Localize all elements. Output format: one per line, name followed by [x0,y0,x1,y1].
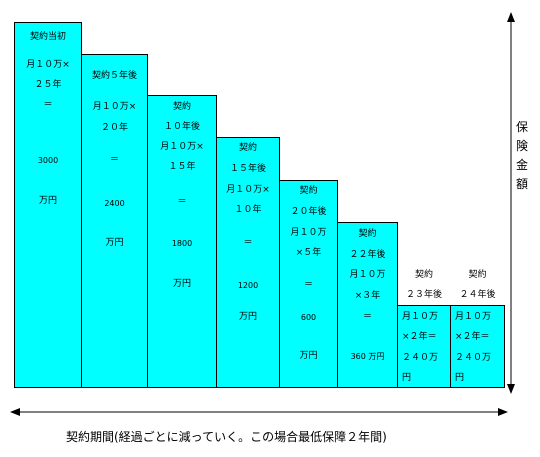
bar-20-years-unit: 万円 [299,351,318,361]
bar-5-years-formula-2: ２０年 [100,123,128,133]
bar-20-years-label-1: 契約 [299,186,318,196]
bar-20-years-formula-1: 月１０万 [290,228,327,238]
bar-15-years-label-2: １５年後 [229,164,266,174]
bar-23-years-formula-2: ×２年＝ [402,332,437,342]
bar-20-years [279,180,338,388]
bar-23-years [397,305,451,388]
bar-10-years-formula-2: １５年 [168,162,196,172]
bar-5-years-amount: 2400 [104,199,125,208]
bar-23-years-label-2: ２３年後 [405,290,442,300]
bar-23-years-amount: ２４０万 [402,353,439,363]
bar-20-years-amount: 600 [300,313,317,322]
bar-initial [14,22,82,388]
bar-22-years-formula-2: ×３年 [354,291,381,301]
bar-initial-formula-2: ２５年 [34,80,62,90]
bar-20-years-formula-2: ×５年 [295,248,322,258]
bar-5-years-unit: 万円 [105,238,124,248]
bar-15-years-label-1: 契約 [238,143,257,153]
vertical-axis-label: 保険金額 [515,120,528,191]
bar-20-years-equals: ＝ [303,280,313,290]
bar-initial-amount: 3000 [37,156,59,165]
bar-24-years [450,305,505,388]
bar-24-years-formula-1: 月１０万 [455,312,492,322]
bar-24-years-formula-2: ×２年＝ [455,332,490,342]
bar-10-years-label-2: １０年後 [163,122,200,132]
bar-15-years-unit: 万円 [238,312,257,322]
bar-23-years-label-1: 契約 [414,270,433,280]
bar-initial-formula-1: 月１０万× [26,60,70,70]
bar-10-years-equals: ＝ [177,197,187,207]
bar-10-years-formula-1: 月１０万× [160,142,204,152]
bar-10-years-unit: 万円 [172,279,191,289]
bar-5-years-label: 契約５年後 [91,71,137,81]
bar-5-years-formula-1: 月１０万× [92,102,137,112]
bar-24-years-amount: ２４０万 [455,353,492,363]
bar-initial-equals: ＝ [43,100,53,110]
bar-24-years-unit: 円 [455,373,465,383]
bar-22-years [337,222,398,388]
bar-initial-label: 契約当初 [29,32,66,42]
bar-15-years-formula-2: １０年 [234,205,262,215]
bar-22-years-formula-1: 月１０万 [349,270,386,280]
bar-15-years-formula-1: 月１０万× [226,185,270,195]
bar-23-years-unit: 円 [402,373,412,383]
bar-24-years-label-1: 契約 [468,270,487,280]
bar-20-years-label-2: ２０年後 [290,207,327,217]
bar-15-years-equals: ＝ [243,238,253,248]
bar-15-years-amount: 1200 [237,281,259,290]
bar-22-years-equals: ＝ [362,312,372,322]
bar-24-years-label-2: ２４年後 [459,290,496,300]
bar-23-years-formula-1: 月１０万 [402,312,439,322]
horizontal-axis-label: 契約期間(経過ごとに減っていく。この場合最低保障２年間) [66,430,387,444]
bar-5-years-equals: ＝ [109,155,119,165]
bar-10-years-amount: 1800 [171,239,193,248]
bar-22-years-label-2: ２２年後 [349,250,386,260]
bar-22-years-label-1: 契約 [358,229,377,239]
bar-22-years-amount: 360 万円 [350,352,385,361]
bar-10-years-label-1: 契約 [172,102,191,112]
bar-initial-unit: 万円 [38,196,57,206]
bar-15-years [216,137,280,388]
